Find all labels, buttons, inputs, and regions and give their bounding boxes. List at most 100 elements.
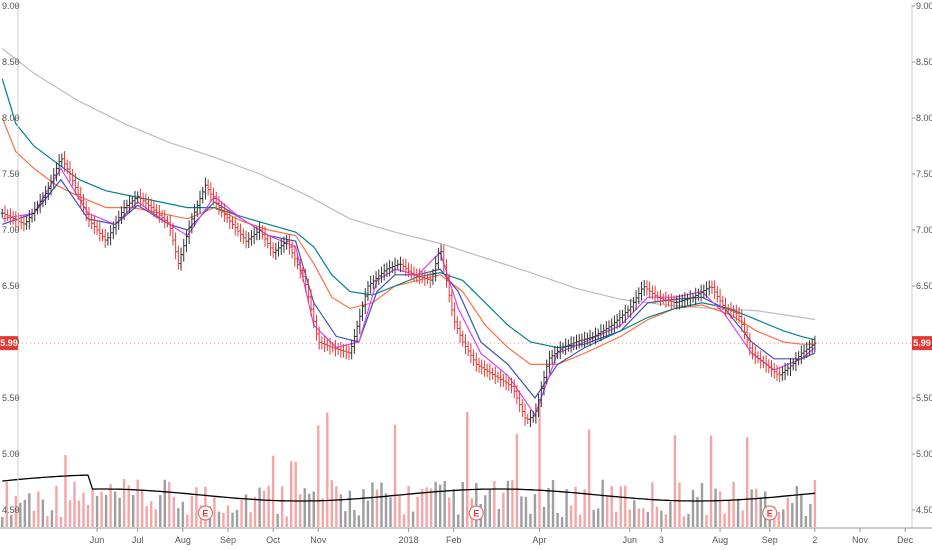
volume-bar: [768, 516, 771, 527]
volume-bar: [615, 511, 618, 527]
volume-bar: [398, 495, 401, 527]
y-tick-label-left: 7.50: [2, 169, 20, 179]
volume-bar: [705, 515, 708, 527]
volume-bar: [217, 511, 221, 527]
volume-bar: [425, 487, 428, 527]
volume-bar: [172, 496, 176, 527]
x-tick-label: Aug: [712, 535, 728, 545]
volume-bar: [804, 515, 808, 527]
volume-bar: [100, 491, 103, 527]
volume-bar: [538, 401, 541, 527]
x-tick-label: Nov: [852, 535, 869, 545]
volume-bar: [299, 494, 302, 527]
volume-bar: [754, 488, 758, 527]
series-line-ema-21: [1, 117, 815, 365]
last-price-label-left: 5.99: [0, 338, 18, 348]
volume-bar: [231, 512, 234, 527]
volume-bar: [646, 511, 650, 527]
volume-bar: [610, 486, 613, 527]
last-price-tag-right-bg: [912, 336, 932, 351]
volume-bar: [317, 425, 320, 527]
volume-bar: [312, 491, 315, 527]
volume-bar: [434, 481, 437, 527]
volume-bar: [587, 429, 591, 527]
volume-bar: [59, 516, 63, 527]
volume-bar: [91, 488, 94, 527]
volume-bar: [321, 498, 324, 527]
last-price-tag-left: 5.99: [0, 336, 18, 351]
volume-bar: [596, 508, 600, 527]
last-price-tag-left-bg: [0, 336, 18, 351]
y-tick-label-right: 6.50: [916, 281, 932, 291]
volume-bar: [159, 495, 162, 527]
volume-bar: [226, 505, 230, 527]
volume-bar: [362, 489, 365, 527]
volume-bar: [457, 514, 460, 527]
volume-bar: [533, 494, 537, 527]
volume-bar: [1, 517, 4, 527]
y-tick-label-right: 7.50: [916, 169, 932, 179]
earnings-marker: E: [468, 505, 484, 521]
volume-bar: [660, 510, 663, 527]
volume-bar: [46, 515, 49, 527]
volume-bar: [235, 509, 239, 527]
volume-bar: [131, 494, 135, 527]
volume-bar: [104, 494, 108, 527]
volume-bar: [800, 493, 803, 527]
volume-bar: [447, 497, 451, 527]
volume-bar: [375, 489, 379, 527]
volume-bar: [560, 516, 564, 527]
volume-bar: [502, 492, 505, 527]
x-tick-label: Aug: [175, 535, 191, 545]
earnings-marker: E: [197, 505, 214, 521]
earnings-marker: E: [762, 505, 778, 521]
series-line-ema-50: [1, 78, 816, 349]
volume-bar: [344, 511, 347, 527]
volume-bar: [443, 481, 446, 527]
volume-bar: [384, 493, 388, 527]
volume-bar: [289, 461, 293, 527]
volume-bar: [727, 499, 731, 527]
volume-bar: [813, 480, 817, 527]
volume-bar: [687, 513, 690, 527]
x-tick-label: 3: [659, 535, 664, 545]
volume-bar: [542, 506, 546, 527]
volume-bar: [73, 481, 76, 527]
volume-bar: [253, 497, 257, 527]
x-tick-label: Jul: [132, 535, 144, 545]
volume-bar: [190, 496, 194, 527]
volume-bar: [488, 489, 492, 527]
volume-bar: [547, 488, 550, 527]
x-tick-label: Apr: [532, 535, 546, 545]
volume-bar: [150, 501, 153, 527]
volume-bar: [782, 509, 785, 527]
volume-bar: [122, 479, 126, 527]
x-tick-label: Feb: [446, 535, 462, 545]
volume-bar: [50, 510, 54, 527]
volume-bar: [308, 493, 311, 527]
volume-bar: [326, 412, 329, 527]
volume-bar: [127, 485, 130, 527]
volume-bar: [673, 435, 677, 527]
volume-bar: [759, 497, 762, 527]
y-tick-label-right: 9.00: [916, 1, 932, 11]
volume-bar: [651, 482, 654, 527]
y-tick-label-left: 9.00: [2, 1, 20, 11]
volume-bar: [556, 512, 559, 527]
y-tick-label-left: 8.00: [2, 113, 20, 123]
earnings-marker-label: E: [473, 509, 479, 519]
volume-bar: [475, 483, 478, 527]
y-tick-label-right: 4.50: [916, 505, 932, 515]
volume-bar: [330, 480, 334, 527]
volume-pane: [1, 401, 817, 527]
volume-bar: [14, 495, 18, 527]
volume-bar: [389, 497, 392, 527]
volume-bar: [691, 490, 695, 527]
volume-bar: [551, 479, 555, 527]
volume-bar: [452, 489, 455, 527]
volume-bar: [95, 495, 99, 527]
volume-bar: [294, 461, 297, 527]
